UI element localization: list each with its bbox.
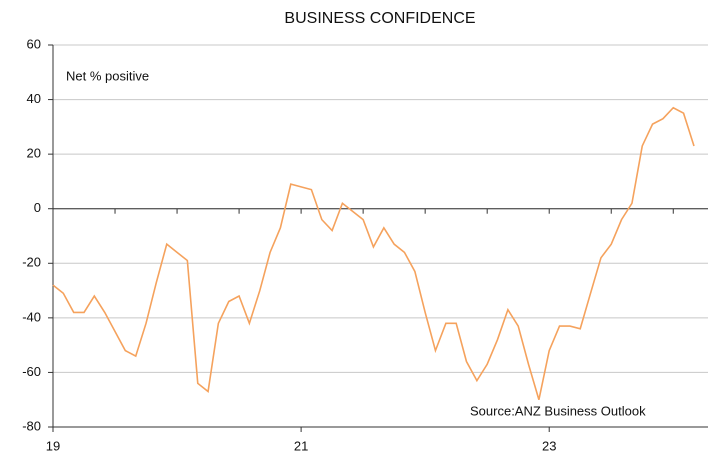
data-line <box>52 106 695 400</box>
chart-title: BUSINESS CONFIDENCE <box>284 10 475 27</box>
annotation: Source:ANZ Business Outlook <box>470 403 646 418</box>
x-tick-label: 19 <box>46 438 60 453</box>
x-tick-label: 21 <box>294 438 308 453</box>
y-tick-label: 20 <box>27 146 41 161</box>
x-tick-label: 23 <box>542 438 556 453</box>
y-tick-label: 40 <box>27 91 41 106</box>
y-tick-label: -20 <box>22 255 41 270</box>
y-tick-label: 60 <box>27 36 41 51</box>
y-tick-label: -40 <box>22 309 41 324</box>
y-tick-label: -80 <box>22 418 41 433</box>
y-tick-label: -60 <box>22 364 41 379</box>
y-tick-label: 0 <box>34 200 41 215</box>
annotation: Net % positive <box>66 68 149 83</box>
